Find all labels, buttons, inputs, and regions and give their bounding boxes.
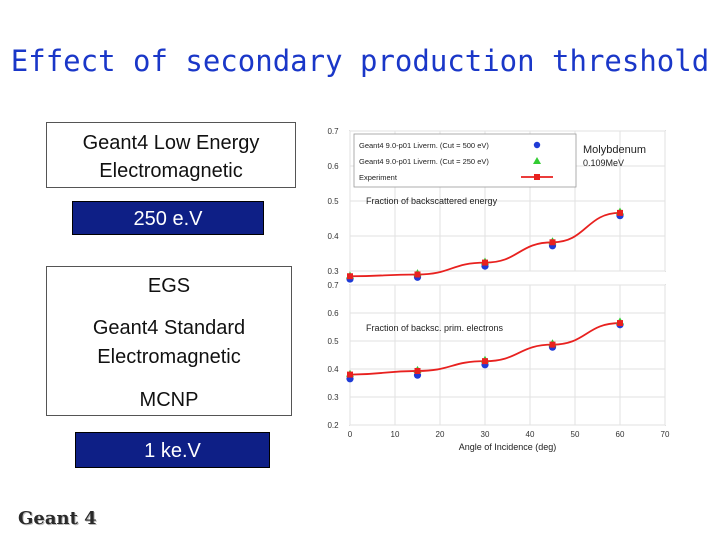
data-point-experiment [347, 273, 353, 280]
x-axis-label: Angle of Incidence (deg) [459, 442, 557, 452]
data-point-experiment [549, 239, 556, 246]
legend-entry-label: Geant4 9.0-p01 Liverm. (Cut = 500 eV) [359, 141, 489, 150]
chart-panel-1: 0.3 0.4 0.5 0.6 0.7 Fraction of backscattered… [327, 127, 666, 283]
legend-marker-square [534, 174, 540, 180]
x-tick-label: 50 [571, 430, 580, 439]
chart-annotation: Fraction of backsc. prim. electrons [366, 323, 504, 333]
y-tick-label: 0.4 [327, 365, 339, 374]
low-energy-line-1: Geant4 Low Energy [82, 132, 260, 154]
x-tick-label: 30 [481, 430, 490, 439]
y-tick-label: 0.7 [327, 281, 339, 290]
egs-label: EGS [147, 275, 191, 297]
y-tick-label: 0.5 [327, 197, 339, 206]
chart-panel-2: 0.2 0.3 0.4 0.5 0.6 0.7 0 10 20 30 40 50 60 70 Angle o… [327, 281, 670, 452]
chart-legend: Geant4 9.0-p01 Liverm. (Cut = 500 eV) Gea… [353, 133, 577, 188]
plot-frame [349, 284, 666, 426]
y-tick-label: 0.7 [327, 127, 339, 136]
x-tick-label: 70 [661, 430, 670, 439]
y-tick-label: 0.2 [327, 421, 339, 430]
geant4-logo: Geant 4 [18, 508, 97, 529]
threshold-badge-250ev: 250 e.V [72, 201, 264, 235]
data-point-experiment [482, 358, 488, 365]
data-point-experiment [414, 367, 421, 374]
chart-annotation: Fraction of backscattered energy [366, 196, 498, 206]
x-tick-label: 60 [616, 430, 625, 439]
x-tick-label: 20 [436, 430, 445, 439]
g4-standard-line-1: Geant4 Standard [92, 317, 246, 339]
g4-standard-line-2: Electromagnetic [97, 346, 241, 368]
legend-entry-label: Geant4 9.0-p01 Liverm. (Cut = 250 eV) [359, 157, 489, 166]
y-tick-label: 0.3 [327, 267, 339, 276]
x-tick-label: 10 [391, 430, 400, 439]
y-tick-label: 0.6 [327, 162, 339, 171]
data-point-experiment [617, 320, 623, 327]
y-tick-label: 0.5 [327, 337, 339, 346]
data-point-experiment [414, 271, 421, 278]
legend-marker-circle [533, 141, 541, 149]
x-tick-label: 40 [526, 430, 535, 439]
standard-models-box: EGS Geant4 Standard Electromagnetic MCNP [46, 266, 292, 416]
threshold-badge-1kev: 1 ke.V [75, 432, 270, 468]
legend-entry-label: Experiment [359, 173, 398, 182]
y-tick-label: 0.3 [327, 393, 339, 402]
low-energy-box: Geant4 Low Energy Electromagnetic [46, 122, 296, 188]
data-point-experiment [549, 341, 556, 348]
mcnp-label: MCNP [139, 389, 199, 411]
y-tick-label: 0.4 [327, 232, 339, 241]
energy-label: 0.109MeV [583, 158, 624, 168]
slide-title: Effect of secondary production threshold [10, 44, 710, 78]
data-point-experiment [347, 371, 353, 378]
data-point-experiment [482, 259, 488, 266]
y-tick-label: 0.6 [327, 309, 339, 318]
legend-marker-triangle [533, 157, 541, 164]
x-tick-label: 0 [348, 430, 353, 439]
low-energy-line-2: Electromagnetic [99, 160, 243, 182]
data-point-experiment [617, 209, 623, 216]
material-label: Molybdenum [583, 144, 646, 156]
